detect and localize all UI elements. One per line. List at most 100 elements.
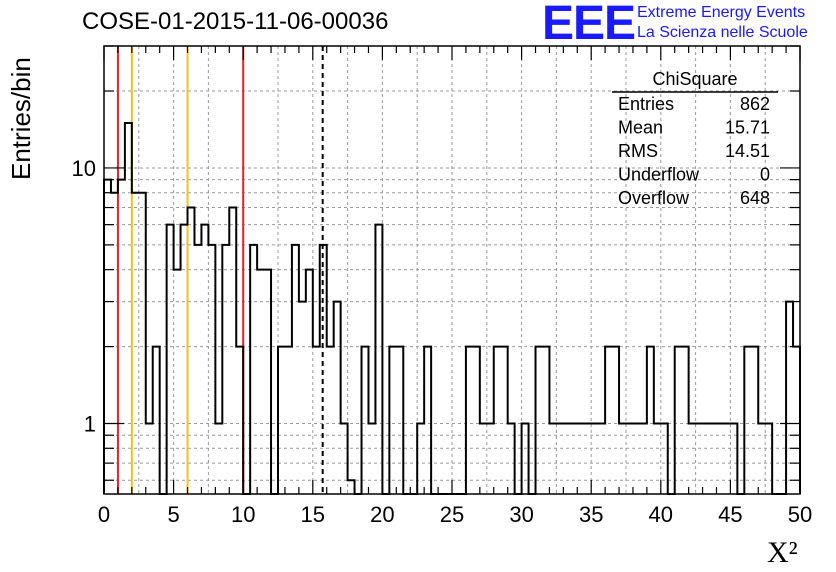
histogram-bar	[306, 270, 313, 494]
histogram-bar	[362, 347, 369, 494]
histogram-bar	[194, 245, 201, 494]
histogram-bar	[132, 193, 139, 494]
stats-value: 15.71	[725, 118, 770, 138]
x-tick-label: 35	[579, 502, 603, 527]
histogram-bar	[570, 424, 577, 494]
histogram-bar	[341, 424, 348, 494]
x-axis-label: X²	[767, 536, 798, 569]
histogram-bar	[647, 347, 654, 494]
histogram-bar	[584, 424, 591, 494]
histogram-bar	[389, 347, 396, 494]
histogram-bar	[278, 347, 285, 494]
histogram-bar	[118, 180, 125, 494]
eee-logo: EEE	[542, 0, 636, 50]
histogram-bar	[640, 424, 647, 494]
histogram-bar	[368, 424, 375, 494]
histogram-bar	[675, 347, 682, 494]
x-tick-label: 45	[718, 502, 742, 527]
histogram-bar	[536, 347, 543, 494]
stats-value: 648	[740, 188, 770, 208]
histogram-bar	[181, 225, 188, 494]
stats-value: 0	[760, 165, 770, 185]
histogram-bar	[236, 347, 243, 494]
histogram-bar	[139, 193, 146, 494]
histogram-bar	[591, 424, 598, 494]
histogram-bar	[188, 208, 195, 494]
x-tick-label: 15	[301, 502, 325, 527]
axes: 0 5 10 15 20 25 30 35 40 45 50 1 10	[72, 45, 812, 527]
histogram-bar	[201, 225, 208, 494]
histogram-bar	[257, 270, 264, 494]
histogram-bar	[222, 245, 229, 494]
histogram-bar	[703, 424, 710, 494]
x-tick-label: 10	[231, 502, 255, 527]
histogram-bar	[167, 225, 174, 494]
histogram-bar	[723, 424, 730, 494]
histogram-bar	[556, 424, 563, 494]
histogram-bar	[215, 424, 222, 494]
histogram-bar	[758, 424, 765, 494]
histogram-bar	[153, 347, 160, 494]
histogram-bar	[299, 302, 306, 494]
x-tick-label: 20	[370, 502, 394, 527]
histogram-bar	[104, 180, 111, 494]
eee-tagline-2: La Scienza nelle Scuole	[637, 24, 808, 41]
stats-label: RMS	[618, 141, 658, 161]
histogram-bar	[487, 424, 494, 494]
histogram-bar	[327, 347, 334, 494]
x-tick-label: 40	[649, 502, 673, 527]
histogram-bar	[466, 347, 473, 494]
histogram-bar	[334, 302, 341, 494]
histogram-bar	[542, 347, 549, 494]
histogram-bar	[612, 347, 619, 494]
histogram-bar	[786, 302, 793, 494]
histogram-bar	[208, 245, 215, 494]
histogram-bar	[605, 347, 612, 494]
stats-value: 14.51	[725, 141, 770, 161]
histogram-bar	[710, 424, 717, 494]
histogram-bar	[598, 424, 605, 494]
histogram-bar	[508, 424, 515, 494]
histogram-bar	[494, 347, 501, 494]
histogram-bar	[501, 347, 508, 494]
histogram-bar	[396, 347, 403, 494]
stats-box: ChiSquare Entries 862 Mean 15.71 RMS 14.51 Unde…	[612, 69, 778, 208]
histogram-bar	[473, 347, 480, 494]
histogram-bar	[229, 208, 236, 494]
histogram-bar	[549, 424, 556, 494]
histogram-bar	[264, 270, 271, 494]
histogram-bar	[292, 245, 299, 494]
x-tick-label: 30	[509, 502, 533, 527]
y-axis-label: Entries/bin	[6, 57, 36, 180]
stats-label: Mean	[618, 118, 663, 138]
y-tick-label: 10	[72, 156, 96, 181]
histogram-bar	[174, 270, 181, 494]
stats-label: Entries	[618, 94, 674, 114]
histogram-bar	[480, 424, 487, 494]
histogram-bar	[424, 347, 431, 494]
histogram-bar	[125, 123, 132, 494]
stats-title: ChiSquare	[652, 69, 737, 89]
histogram-bar	[689, 424, 696, 494]
histogram-bar	[661, 424, 668, 494]
histogram-bar	[619, 424, 626, 494]
x-tick-label: 0	[98, 502, 110, 527]
chart-title: COSE-01-2015-11-06-00036	[82, 8, 389, 35]
histogram-bar	[696, 424, 703, 494]
x-tick-label: 5	[167, 502, 179, 527]
eee-tagline-1: Extreme Energy Events	[637, 4, 806, 21]
histogram-bar	[577, 424, 584, 494]
histogram-bar	[348, 480, 355, 494]
stats-label: Overflow	[618, 188, 690, 208]
histogram-bar	[716, 424, 723, 494]
histogram-bar	[313, 347, 320, 494]
histogram-bar	[793, 347, 800, 494]
histogram-bar	[417, 424, 424, 494]
histogram-bar	[682, 347, 689, 494]
histogram-bar	[730, 424, 737, 494]
histogram-bar	[751, 347, 758, 494]
stats-value: 862	[740, 94, 770, 114]
histogram-bar	[146, 424, 153, 494]
histogram-bar	[285, 347, 292, 494]
